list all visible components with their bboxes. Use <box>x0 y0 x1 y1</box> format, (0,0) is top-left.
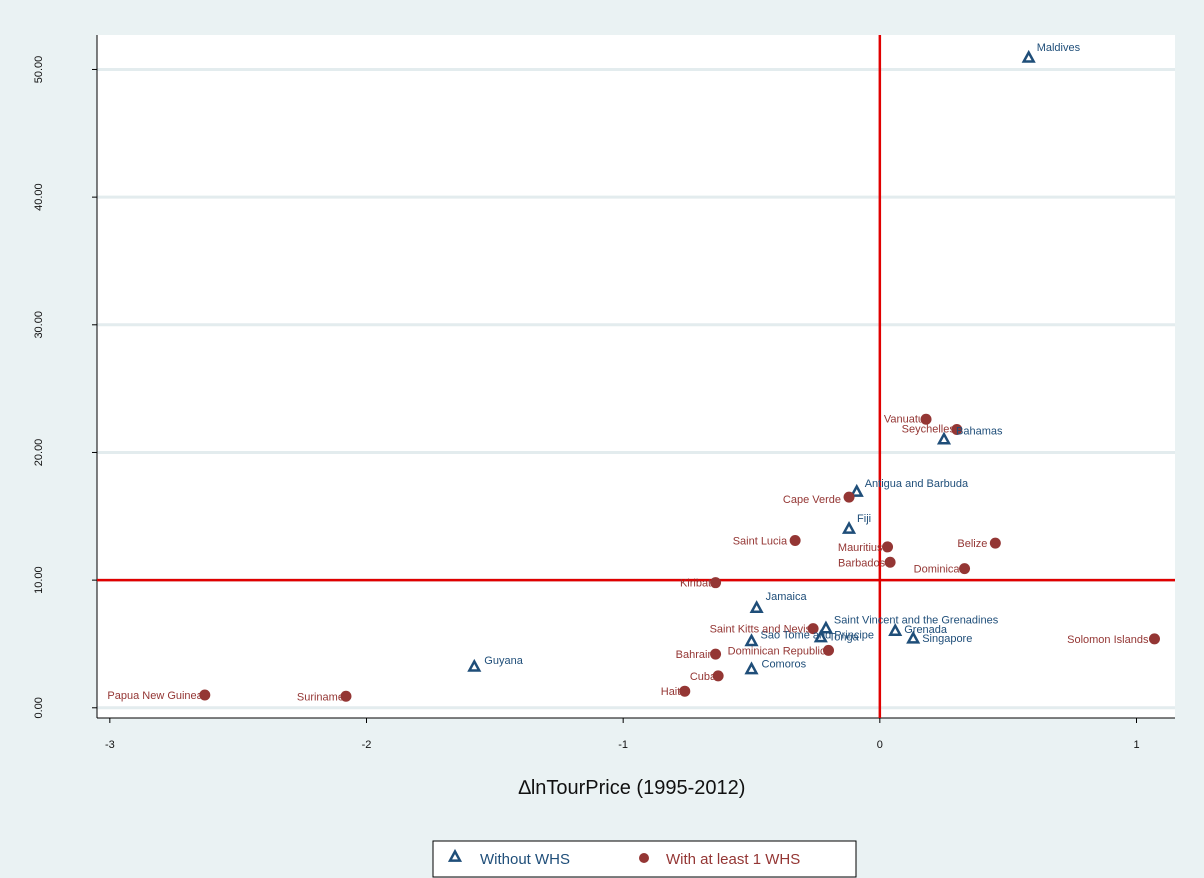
point-barbados <box>884 556 896 568</box>
x-axis-title: ∆lnTourPrice (1995-2012) <box>519 777 746 799</box>
reference-lines <box>97 35 1175 718</box>
point-maldives <box>1021 49 1036 63</box>
label-antigua-and-barbuda: Antigua and Barbuda <box>865 478 969 490</box>
label-dominican-republic: Dominican Republic <box>728 645 826 657</box>
label-comoros: Comoros <box>762 658 807 670</box>
label-singapore: Singapore <box>922 633 972 645</box>
point-comoros <box>744 661 759 675</box>
label-saint-vincent-and-the-grenadines: Saint Vincent and the Grenadines <box>834 615 999 627</box>
legend-circle-icon <box>639 853 649 863</box>
label-suriname: Suriname <box>297 691 344 703</box>
label-guyana: Guyana <box>484 655 523 667</box>
point-cuba <box>712 670 724 682</box>
label-vanuatu: Vanuatu <box>884 413 924 425</box>
plot-area <box>97 35 1175 718</box>
point-antigua-and-barbuda <box>849 483 864 497</box>
point-suriname <box>340 690 352 702</box>
legend-triangle-icon <box>447 848 463 862</box>
point-singapore <box>906 630 921 644</box>
label-papua-new-guinea: Papua New Guinea <box>107 690 203 702</box>
x-tick-label: 1 <box>1133 739 1139 751</box>
point-fiji <box>841 520 857 534</box>
legend-box <box>432 840 857 878</box>
legend-label-without-whs: Without WHS <box>480 851 570 868</box>
label-solomon-islands: Solomon Islands <box>1067 634 1149 646</box>
legend-label-with-whs: With at least 1 WHS <box>666 851 800 868</box>
point-mauritius <box>882 541 894 553</box>
x-tick-label: -3 <box>105 739 115 751</box>
label-dominica: Dominica <box>914 564 961 576</box>
label-mauritius: Mauritius <box>838 542 883 554</box>
label-grenada: Grenada <box>904 624 948 636</box>
x-tick-label: -2 <box>362 739 372 751</box>
label-seychelles: Seychelles <box>902 423 956 435</box>
point-haiti <box>679 685 691 697</box>
label-fiji: Fiji <box>857 513 871 525</box>
label-kiribati: Kiribati <box>680 578 714 590</box>
data-points <box>199 49 1160 702</box>
point-guyana <box>467 658 482 672</box>
label-sao-tome-and-principe: Sao Tome and Principe <box>761 629 875 641</box>
point-bahrain <box>710 648 722 660</box>
label-bahrain: Bahrain <box>676 649 714 661</box>
point-bahamas <box>936 431 952 445</box>
point-grenada <box>888 623 903 637</box>
label-saint-lucia: Saint Lucia <box>733 536 788 548</box>
x-tick-label: -1 <box>618 739 628 751</box>
y-tick-label: 0.00 <box>33 697 45 718</box>
label-jamaica: Jamaica <box>766 591 808 603</box>
y-tick-label: 50.00 <box>33 56 45 84</box>
label-belize: Belize <box>957 538 987 550</box>
y-tick-label: 30.00 <box>33 311 45 339</box>
point-jamaica <box>749 600 764 614</box>
y-tick-label: 20.00 <box>33 439 45 467</box>
y-tick-label: 10.00 <box>33 566 45 594</box>
point-seychelles <box>951 423 963 435</box>
point-papua-new-guinea <box>199 689 211 701</box>
point-tonga <box>813 629 828 643</box>
point-labels: Maldives Bahamas Antigua and Barbuda Fiji Ja… <box>107 42 1149 703</box>
point-kiribati <box>710 577 722 589</box>
point-saint-vincent-and-the-grenadines <box>818 620 833 634</box>
y-tick-label: 40.00 <box>33 183 45 211</box>
x-tick-label: 0 <box>877 739 883 751</box>
label-maldives: Maldives <box>1037 42 1081 54</box>
point-vanuatu <box>920 413 932 425</box>
point-sao-tome-and-principe <box>744 633 759 647</box>
x-axis-ticks: -3 -2 -1 0 1 <box>105 718 1140 751</box>
label-haiti: Haiti <box>661 686 683 698</box>
label-tonga: Tonga <box>829 632 860 644</box>
point-saint-kitts-and-nevis <box>807 623 819 635</box>
point-saint-lucia <box>789 535 801 547</box>
y-axis-tick-labels: 0.00 10.00 20.00 30.00 40.00 50.00 <box>33 56 45 719</box>
label-bahamas: Bahamas <box>956 426 1003 438</box>
point-dominica <box>959 563 971 575</box>
label-saint-kitts-and-nevis: Saint Kitts and Nevis <box>710 624 812 636</box>
label-cuba: Cuba <box>690 671 717 683</box>
legend: Without WHS With at least 1 WHS <box>432 840 857 878</box>
label-barbados: Barbados <box>838 557 886 569</box>
point-belize <box>989 537 1001 549</box>
point-solomon-islands <box>1148 633 1160 645</box>
label-cape-verde: Cape Verde <box>783 494 841 506</box>
point-cape-verde <box>843 491 855 503</box>
point-dominican-republic <box>823 644 834 656</box>
